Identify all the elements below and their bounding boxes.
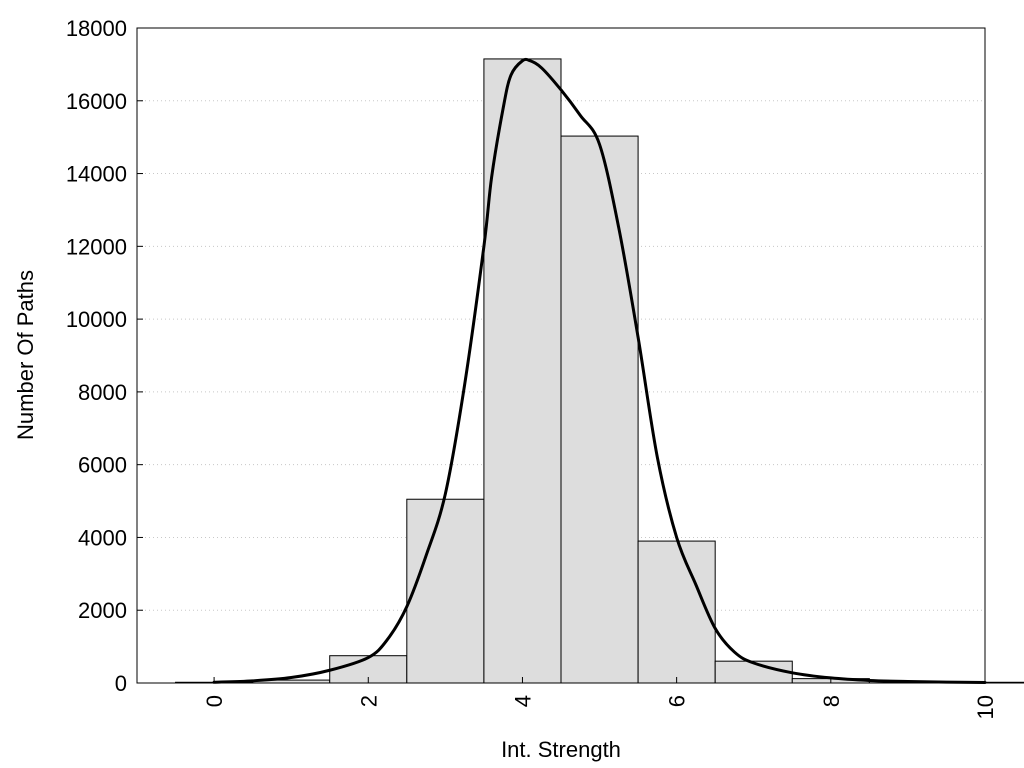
y-tick-label: 16000 <box>66 89 127 114</box>
plot-frame <box>136 27 986 684</box>
y-tick-label: 0 <box>115 671 127 696</box>
x-tick-label: 6 <box>665 695 690 707</box>
y-tick-label: 14000 <box>66 162 127 187</box>
histogram-bar <box>637 540 716 684</box>
x-tick-label: 10 <box>973 695 998 719</box>
y-tick-label: 6000 <box>78 453 127 478</box>
x-tick-label: 2 <box>356 695 381 707</box>
x-axis-title: Int. Strength <box>501 737 621 762</box>
y-tick-label: 12000 <box>66 234 127 259</box>
y-tick-label: 8000 <box>78 380 127 405</box>
y-tick-label: 18000 <box>66 16 127 41</box>
density-curve <box>212 57 987 684</box>
y-tick-label: 2000 <box>78 598 127 623</box>
x-tick-label: 4 <box>510 695 535 707</box>
density-curve-line <box>212 57 987 684</box>
histogram-bars <box>175 58 1024 684</box>
y-axis-ticks: 0 2000 4000 6000 8000 10000 12000 14000 16000 180… <box>66 16 143 696</box>
histogram-bar <box>406 498 485 684</box>
y-axis-title: Number Of Paths <box>13 270 38 440</box>
x-tick-label: 0 <box>202 695 227 707</box>
y-tick-label: 4000 <box>78 525 127 550</box>
histogram-bar <box>560 135 639 684</box>
x-tick-label: 8 <box>819 695 844 707</box>
y-tick-label: 10000 <box>66 307 127 332</box>
x-axis-ticks: 0 2 4 6 8 10 <box>202 677 998 719</box>
